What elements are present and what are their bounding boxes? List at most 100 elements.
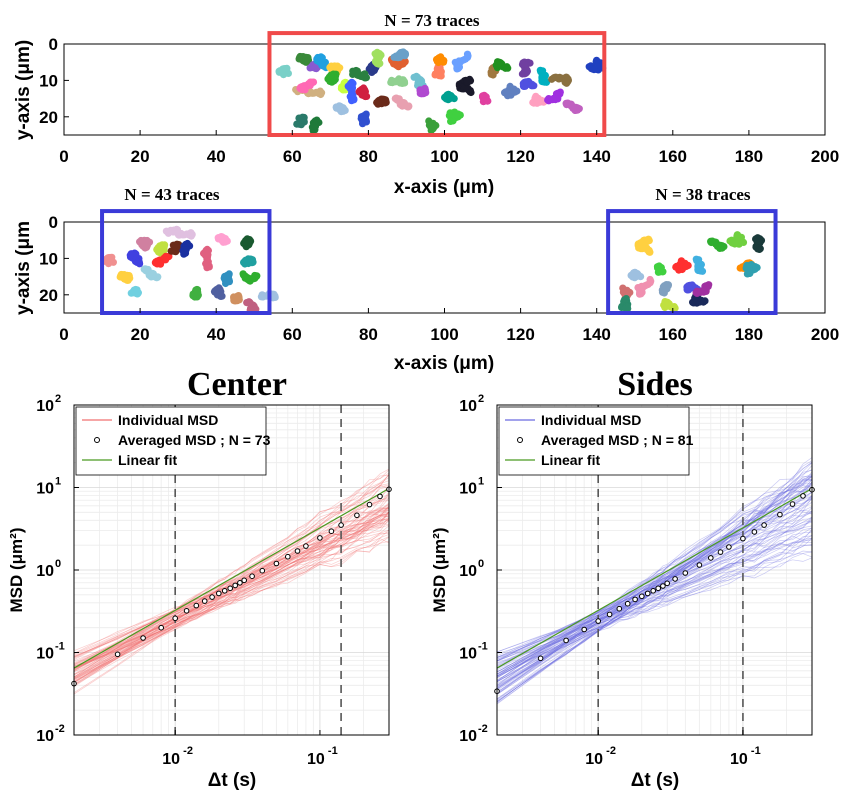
- averaged-msd-point: [183, 608, 190, 614]
- trace-14: [357, 110, 370, 128]
- individual-msd-line: [73, 511, 390, 680]
- trace-point: [348, 82, 356, 90]
- tracks-top-title: N = 73 traces: [384, 11, 480, 30]
- individual-msd-line: [496, 544, 813, 655]
- y-tick-label: 10: [36, 728, 54, 745]
- individual-msd-line: [73, 511, 390, 679]
- trace-point: [443, 91, 452, 99]
- y-tick-exponent: -1: [55, 641, 65, 653]
- y-tick-label: 10: [36, 563, 54, 580]
- individual-msd-line: [73, 519, 390, 669]
- individual-msd-line: [496, 482, 813, 695]
- trace-12: [355, 84, 371, 101]
- averaged-msd-point: [216, 590, 222, 597]
- tracks-top-xlabel: x-axis (μm): [394, 177, 494, 198]
- individual-msd-line: [496, 534, 813, 662]
- averaged-msd-point: [209, 594, 215, 600]
- averaged-msd-point: [317, 535, 323, 541]
- y-tick-exponent: -1: [478, 641, 488, 653]
- y-tick-exponent: -2: [478, 723, 488, 735]
- tracks-bottom-xlabel: x-axis (μm): [394, 353, 494, 374]
- trace-point: [695, 265, 703, 273]
- msd-sides-ticks: 10 -2 10 -110 -210 -110 010 110 2: [459, 393, 761, 768]
- averaged-msd-point: [606, 611, 613, 618]
- trace-point: [682, 262, 690, 271]
- averaged-msd-point: [650, 588, 657, 594]
- tracks-top-ylabel: y-axis (μm): [13, 40, 34, 140]
- trace-point: [518, 70, 527, 78]
- msd-sides-ylabel: MSD (μm²): [430, 528, 449, 613]
- msd-center-ylabel: MSD (μm²): [7, 528, 26, 613]
- individual-msd-line: [496, 479, 813, 681]
- trace-point: [708, 237, 716, 245]
- averaged-msd-point: [751, 529, 758, 535]
- individual-msd-line: [496, 469, 813, 682]
- individual-msd-line: [73, 507, 390, 671]
- trace-4: [136, 236, 154, 252]
- averaged-msd-point: [158, 624, 164, 631]
- legend-entry-1: Averaged MSD ; N = 73: [118, 432, 271, 448]
- region-box-0: [100, 209, 272, 315]
- averaged-msd-point: [581, 626, 588, 633]
- x-tick-label: 80: [359, 147, 378, 166]
- individual-msd-line: [496, 511, 813, 662]
- y-tick-label: 10: [459, 481, 477, 498]
- trace-point: [180, 246, 189, 254]
- individual-msd-line: [496, 491, 813, 677]
- msd-center-marks: [71, 405, 392, 735]
- individual-msd-line: [496, 488, 813, 683]
- individual-msd-line: [496, 494, 813, 675]
- trace-8: [293, 113, 308, 129]
- x-tick-exponent: -1: [751, 745, 761, 757]
- trace-16: [240, 255, 257, 268]
- y-tick-label: 10: [39, 249, 58, 268]
- averaged-msd-point: [221, 588, 228, 594]
- y-tick-exponent: -2: [55, 723, 65, 735]
- individual-msd-line: [73, 509, 390, 669]
- trace-point: [141, 238, 149, 246]
- individual-msd-line: [73, 500, 390, 685]
- individual-msd-line: [73, 507, 390, 678]
- individual-msd-line: [496, 530, 813, 653]
- trace-point: [733, 231, 742, 239]
- legend-marker: [94, 437, 100, 443]
- averaged-msd-point: [227, 585, 233, 592]
- trace-point: [214, 234, 222, 242]
- individual-msd-line: [496, 538, 813, 653]
- trace-point: [661, 298, 669, 306]
- trace-point: [392, 94, 400, 102]
- msd-sides-title: Sides: [617, 366, 693, 403]
- individual-msd-line: [496, 557, 813, 664]
- averaged-msd-point: [624, 600, 631, 607]
- averaged-msd-point: [655, 585, 662, 592]
- individual-msd-line: [73, 517, 390, 672]
- individual-msd-line: [496, 489, 813, 677]
- trace-point: [136, 260, 144, 268]
- y-tick-exponent: 0: [478, 558, 484, 570]
- trace-5: [324, 70, 340, 86]
- trace-point: [218, 292, 226, 300]
- trace-0: [275, 64, 292, 79]
- individual-msd-line: [496, 527, 813, 677]
- x-tick-label: 100: [430, 147, 458, 166]
- trace-15: [365, 60, 380, 76]
- individual-msd-line: [496, 478, 813, 689]
- individual-msd-line: [496, 457, 813, 686]
- msd-center-ticks: 10 -2 10 -110 -210 -110 010 110 2: [36, 393, 338, 768]
- trace-35: [707, 237, 728, 252]
- trace-point: [156, 242, 164, 250]
- trace-21: [416, 84, 430, 98]
- individual-msd-line: [73, 534, 390, 670]
- averaged-msd-point: [672, 576, 678, 582]
- trace-point: [437, 72, 445, 80]
- individual-msd-line: [73, 538, 390, 668]
- individual-msd-line: [73, 529, 390, 669]
- trace-7: [296, 78, 318, 94]
- linear-fit-line: [73, 487, 390, 669]
- individual-msd-line: [73, 514, 389, 678]
- msd-sides-xlabel: Δt (s): [631, 770, 679, 791]
- y-tick-label: 10: [36, 398, 54, 415]
- trace-point: [133, 287, 141, 295]
- x-tick-label: 180: [735, 325, 763, 344]
- trace-point: [539, 76, 547, 84]
